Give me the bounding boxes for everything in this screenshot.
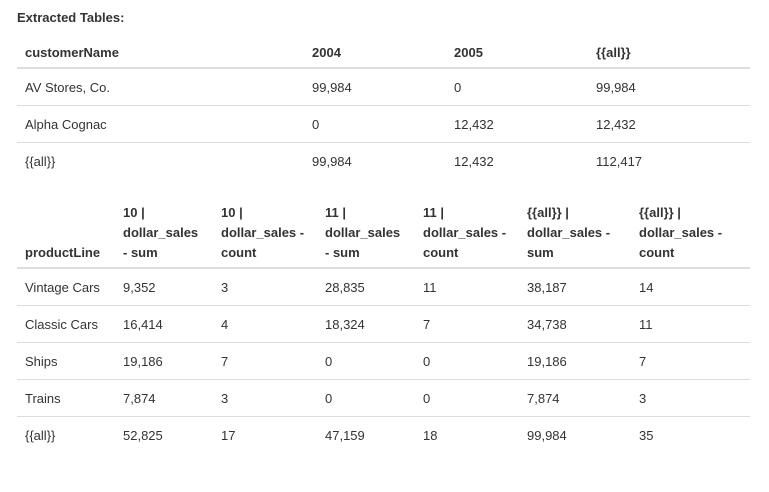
product-line-sales-table: productLine 10 | dollar_sales - sum 10 |…: [17, 197, 750, 453]
table-cell: 47,159: [317, 416, 415, 453]
table-cell: Trains: [17, 379, 115, 417]
table-cell: 38,187: [527, 279, 567, 295]
table-row: Ships 19,186 7 0 0 19,186 7: [17, 342, 750, 380]
column-header: {{all}} | dollar_sales - count: [631, 197, 750, 269]
table-cell: 99,984: [596, 79, 636, 95]
table-row: Trains 7,874 3 0 0 7,874 3: [17, 379, 750, 417]
table-cell: 14: [639, 279, 654, 295]
table-header-row: productLine 10 | dollar_sales - sum 10 |…: [17, 197, 750, 269]
table-cell: 0: [317, 379, 415, 417]
column-header: 11 | dollar_sales - count: [415, 197, 519, 269]
table-cell: Alpha Cognac: [17, 105, 304, 143]
table-cell: 7,874: [115, 379, 213, 417]
table-cell: Ships: [17, 342, 115, 380]
column-header: 10 | dollar_sales - sum: [115, 197, 213, 269]
column-header: productLine: [17, 197, 115, 269]
table-cell: 11: [631, 305, 750, 343]
table-row: AV Stores, Co. 99,984 0 99,984: [17, 68, 750, 106]
table-header-row: customerName 2004 2005 {{all}}: [17, 29, 750, 69]
column-header: {{all}} | dollar_sales - sum: [519, 197, 631, 269]
table-row: Classic Cars 16,414 4 18,324 7 34,738 11: [17, 305, 750, 343]
table-cell: 7: [213, 342, 317, 380]
table-cell: 12,432: [446, 105, 588, 143]
table-cell: 0: [454, 79, 462, 95]
column-header: 2005: [446, 29, 588, 69]
table-cell: 28,835: [325, 279, 365, 295]
table-cell: Vintage Cars: [25, 279, 100, 295]
table-cell: 0: [415, 342, 519, 380]
table-cell: 19,186: [115, 342, 213, 380]
table-cell: 0: [304, 105, 446, 143]
table-cell: 7,874: [519, 379, 631, 417]
table-cell: {{all}}: [17, 416, 115, 453]
table-cell: 16,414: [115, 305, 213, 343]
table-cell: 7: [631, 342, 750, 380]
table-cell: 9,352: [123, 279, 156, 295]
table-cell: 12,432: [446, 142, 588, 179]
table-cell: 99,984: [312, 79, 352, 95]
table-cell: 12,432: [588, 105, 750, 143]
column-header: 10 | dollar_sales - count: [213, 197, 317, 269]
table-cell: 99,984: [304, 142, 446, 179]
table-cell: 19,186: [519, 342, 631, 380]
table-cell: 34,738: [519, 305, 631, 343]
table-row: Alpha Cognac 0 12,432 12,432: [17, 105, 750, 143]
table-cell: 35: [631, 416, 750, 453]
table-cell: 18,324: [317, 305, 415, 343]
table-row: {{all}} 99,984 12,432 112,417: [17, 142, 750, 179]
table-cell: {{all}}: [17, 142, 304, 179]
table-cell: 3: [213, 379, 317, 417]
customer-sales-table: customerName 2004 2005 {{all}} AV Stores…: [17, 29, 750, 179]
column-header: 2004: [304, 29, 446, 69]
table-cell: 0: [415, 379, 519, 417]
table-cell: 17: [213, 416, 317, 453]
table-cell: 7: [415, 305, 519, 343]
column-header: customerName: [17, 29, 304, 69]
table-cell: AV Stores, Co.: [25, 79, 111, 95]
table-cell: 3: [221, 279, 229, 295]
table-cell: Classic Cars: [17, 305, 115, 343]
table-cell: 3: [631, 379, 750, 417]
table-cell: 52,825: [115, 416, 213, 453]
table-row: {{all}} 52,825 17 47,159 18 99,984 35: [17, 416, 750, 453]
table-row: Vintage Cars 9,352 3 28,835 11 38,187 14: [17, 268, 750, 306]
table-cell: 11: [423, 279, 437, 295]
table-cell: 112,417: [588, 142, 750, 179]
table-cell: 99,984: [519, 416, 631, 453]
table-cell: 0: [317, 342, 415, 380]
table-cell: 4: [213, 305, 317, 343]
extracted-tables-title: Extracted Tables:: [17, 10, 125, 25]
column-header: {{all}}: [588, 29, 750, 69]
column-header: 11 | dollar_sales - sum: [317, 197, 415, 269]
table-cell: 18: [415, 416, 519, 453]
